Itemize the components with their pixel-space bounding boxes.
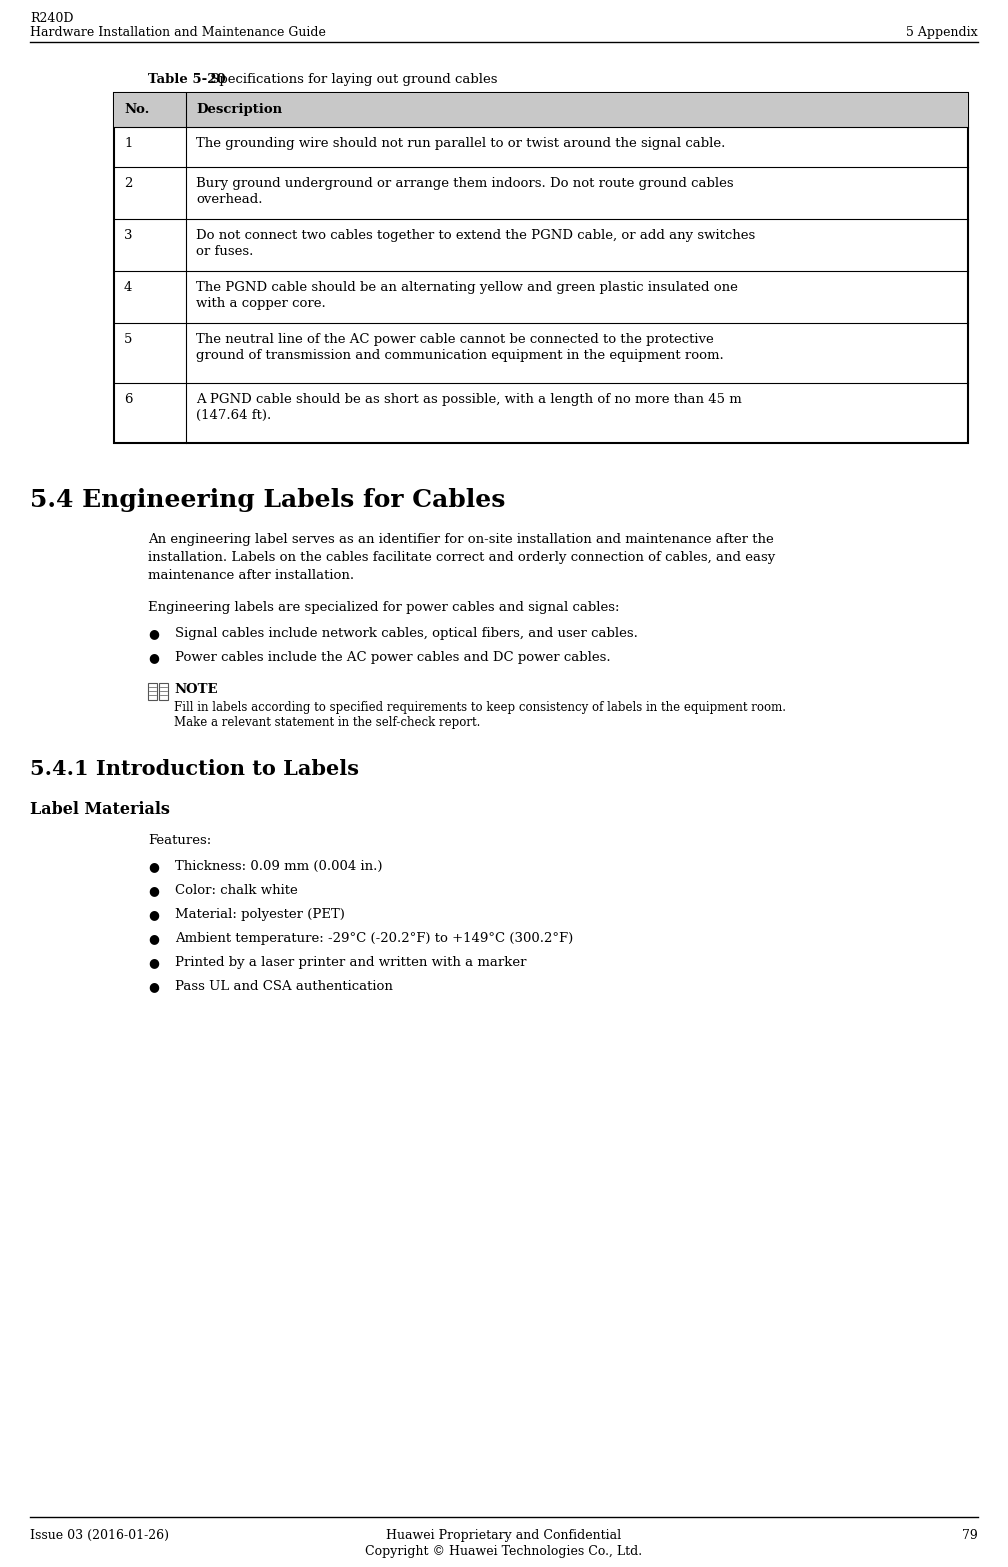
Text: An engineering label serves as an identifier for on-site installation and mainte: An engineering label serves as an identi…: [148, 533, 774, 545]
Text: Table 5-20: Table 5-20: [148, 74, 226, 86]
Text: ●: ●: [148, 979, 159, 993]
Text: Huawei Proprietary and Confidential: Huawei Proprietary and Confidential: [386, 1529, 622, 1542]
Text: Make a relevant statement in the self-check report.: Make a relevant statement in the self-ch…: [174, 716, 481, 729]
Text: (147.64 ft).: (147.64 ft).: [196, 409, 271, 422]
Text: ●: ●: [148, 932, 159, 945]
Text: Material: polyester (PET): Material: polyester (PET): [175, 907, 345, 921]
Text: The PGND cable should be an alternating yellow and green plastic insulated one: The PGND cable should be an alternating …: [196, 280, 738, 295]
Text: installation. Labels on the cables facilitate correct and orderly connection of : installation. Labels on the cables facil…: [148, 552, 775, 564]
Text: ●: ●: [148, 650, 159, 664]
Text: No.: No.: [124, 103, 149, 116]
Text: R240D: R240D: [30, 13, 74, 25]
Text: 4: 4: [124, 280, 132, 295]
Bar: [159, 683, 168, 700]
Text: Features:: Features:: [148, 834, 212, 848]
Text: Hardware Installation and Maintenance Guide: Hardware Installation and Maintenance Gu…: [30, 27, 326, 39]
Text: 2: 2: [124, 177, 132, 190]
Text: Power cables include the AC power cables and DC power cables.: Power cables include the AC power cables…: [175, 650, 611, 664]
Text: Description: Description: [196, 103, 282, 116]
Text: Do not connect two cables together to extend the PGND cable, or add any switches: Do not connect two cables together to ex…: [196, 229, 755, 241]
Text: 5 Appendix: 5 Appendix: [906, 27, 978, 39]
Text: Fill in labels according to specified requirements to keep consistency of labels: Fill in labels according to specified re…: [174, 700, 786, 715]
Bar: [148, 683, 157, 700]
Text: 3: 3: [124, 229, 132, 241]
Text: NOTE: NOTE: [174, 683, 218, 696]
Text: The neutral line of the AC power cable cannot be connected to the protective: The neutral line of the AC power cable c…: [196, 334, 714, 346]
Text: Signal cables include network cables, optical fibers, and user cables.: Signal cables include network cables, op…: [175, 627, 638, 639]
Text: Copyright © Huawei Technologies Co., Ltd.: Copyright © Huawei Technologies Co., Ltd…: [366, 1545, 642, 1558]
Text: ●: ●: [148, 627, 159, 639]
Bar: [114, 92, 968, 127]
Text: ●: ●: [148, 860, 159, 873]
Text: Specifications for laying out ground cables: Specifications for laying out ground cab…: [206, 74, 498, 86]
Text: ●: ●: [148, 884, 159, 896]
Text: 1: 1: [124, 136, 132, 150]
Text: 79: 79: [963, 1529, 978, 1542]
Text: Bury ground underground or arrange them indoors. Do not route ground cables: Bury ground underground or arrange them …: [196, 177, 734, 190]
Bar: [114, 92, 968, 443]
Text: Color: chalk white: Color: chalk white: [175, 884, 297, 896]
Text: A PGND cable should be as short as possible, with a length of no more than 45 m: A PGND cable should be as short as possi…: [196, 393, 742, 406]
Text: or fuses.: or fuses.: [196, 244, 253, 259]
Text: Label Materials: Label Materials: [30, 801, 170, 818]
Text: Pass UL and CSA authentication: Pass UL and CSA authentication: [175, 979, 393, 993]
Text: 5.4.1 Introduction to Labels: 5.4.1 Introduction to Labels: [30, 758, 359, 779]
Text: Ambient temperature: -29°C (-20.2°F) to +149°C (300.2°F): Ambient temperature: -29°C (-20.2°F) to …: [175, 932, 574, 945]
Text: Thickness: 0.09 mm (0.004 in.): Thickness: 0.09 mm (0.004 in.): [175, 860, 382, 873]
Text: ●: ●: [148, 956, 159, 968]
Text: maintenance after installation.: maintenance after installation.: [148, 569, 354, 581]
Text: overhead.: overhead.: [196, 193, 262, 205]
Text: Printed by a laser printer and written with a marker: Printed by a laser printer and written w…: [175, 956, 526, 968]
Text: 5.4 Engineering Labels for Cables: 5.4 Engineering Labels for Cables: [30, 487, 505, 512]
Text: ground of transmission and communication equipment in the equipment room.: ground of transmission and communication…: [196, 349, 724, 362]
Text: ●: ●: [148, 907, 159, 921]
Text: 6: 6: [124, 393, 132, 406]
Text: with a copper core.: with a copper core.: [196, 298, 326, 310]
Text: The grounding wire should not run parallel to or twist around the signal cable.: The grounding wire should not run parall…: [196, 136, 726, 150]
Text: Engineering labels are specialized for power cables and signal cables:: Engineering labels are specialized for p…: [148, 602, 620, 614]
Text: Issue 03 (2016-01-26): Issue 03 (2016-01-26): [30, 1529, 169, 1542]
Text: 5: 5: [124, 334, 132, 346]
